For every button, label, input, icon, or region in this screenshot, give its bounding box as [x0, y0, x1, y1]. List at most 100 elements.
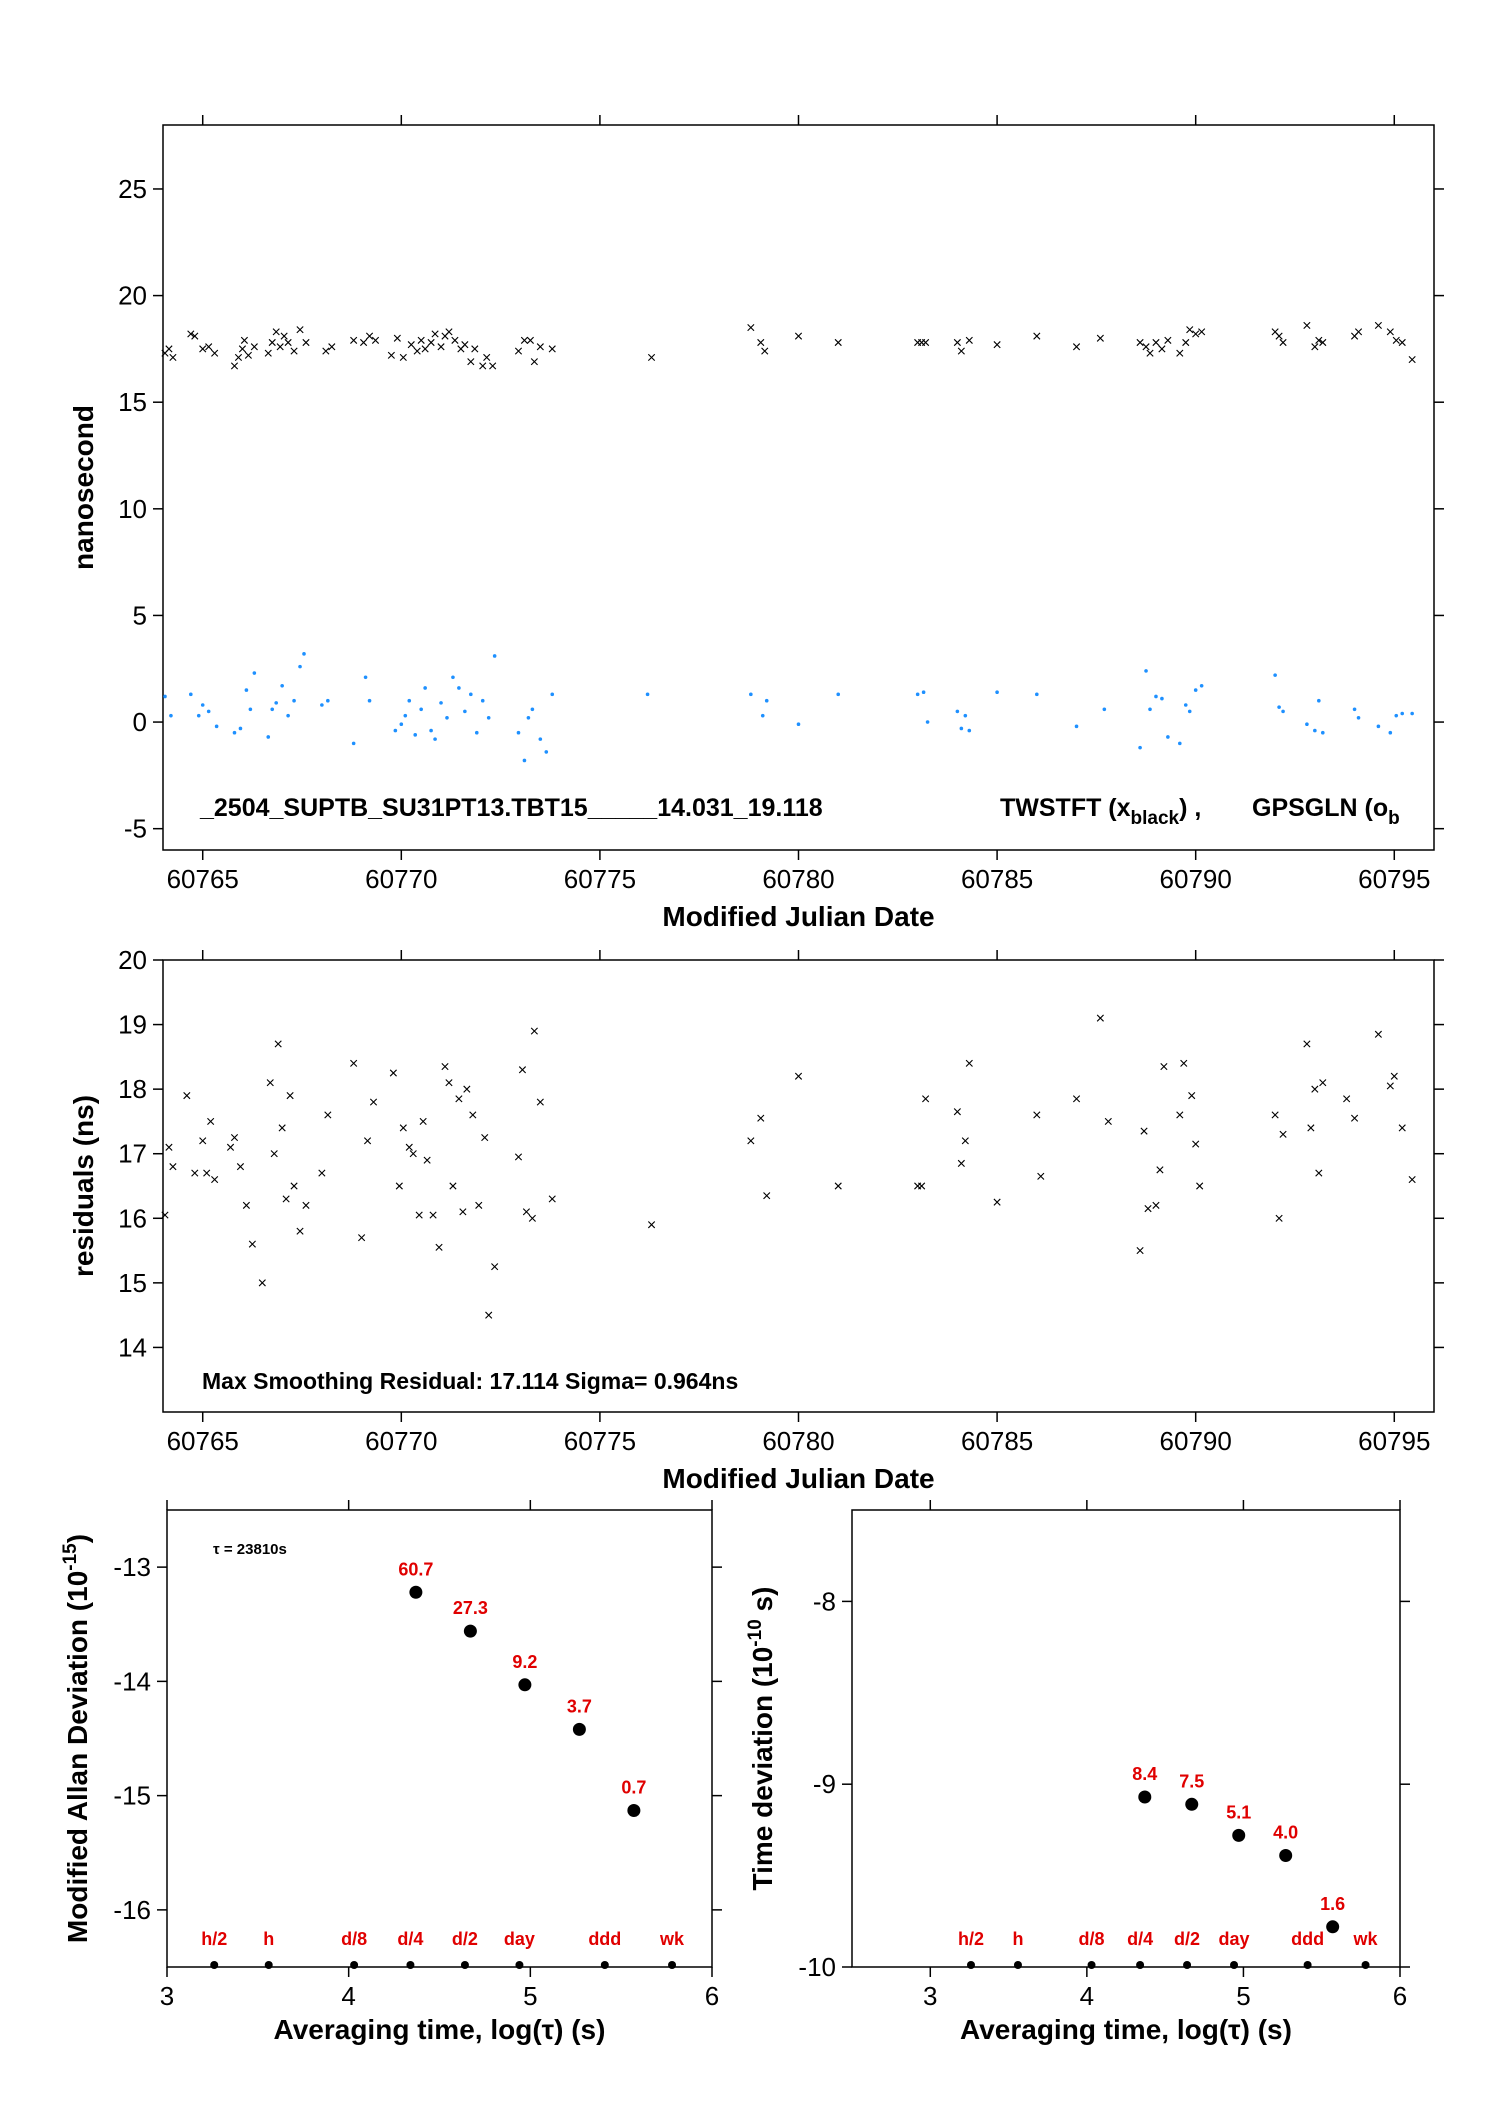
x-axis-label: Modified Julian Date: [662, 901, 934, 932]
data-point: [1315, 336, 1323, 344]
data-point: [1186, 326, 1194, 334]
data-point: [1183, 703, 1188, 707]
y-tick-label: -15: [113, 1781, 151, 1811]
data-point: [322, 347, 330, 355]
data-point: [407, 698, 412, 703]
y-tick-label: 0: [133, 707, 147, 737]
y-tick-label: -13: [113, 1552, 151, 1582]
data-point: [1400, 711, 1405, 716]
data-point: [226, 1143, 235, 1151]
y-axis-label: residuals (ns): [68, 1095, 99, 1277]
data-point: [747, 323, 755, 332]
data-point: [516, 730, 521, 735]
data-point: [1138, 1790, 1152, 1804]
data-point: [1198, 328, 1206, 336]
data-point: [538, 737, 543, 741]
data-point: [1187, 709, 1192, 714]
data-point: [469, 1111, 477, 1119]
data-point: [191, 1169, 199, 1177]
y-axis-label-exponent: -10: [745, 1619, 766, 1646]
data-point: [270, 707, 275, 712]
x-axis-label: Modified Julian Date: [662, 1463, 934, 1494]
x-tick-label: 3: [923, 1981, 937, 2011]
data-point: [474, 730, 479, 735]
data-point: [292, 698, 296, 703]
data-point: [1146, 349, 1154, 357]
x-tick-label: 60795: [1358, 864, 1430, 894]
interval-marker: [264, 1961, 273, 1969]
data-point: [967, 728, 972, 733]
data-point: [1390, 1072, 1398, 1080]
data-point: [351, 741, 356, 746]
data-point: [526, 336, 534, 344]
data-point: [290, 1182, 298, 1190]
x-tick-label: 60790: [1160, 1426, 1232, 1456]
data-point: [761, 347, 769, 355]
data-point: [248, 707, 253, 712]
data-point: [922, 338, 930, 347]
interval-label: d/2: [1174, 1929, 1200, 1949]
interval-marker: [1136, 1961, 1145, 1969]
data-point: [1275, 332, 1283, 340]
data-point: [1138, 745, 1142, 750]
data-point: [481, 1133, 489, 1142]
data-point: [433, 737, 437, 741]
data-point: [276, 343, 284, 351]
data-point: [371, 336, 380, 344]
data-point: [760, 713, 765, 718]
x-tick-label: 5: [1236, 1981, 1250, 2011]
data-point: [955, 709, 960, 714]
data-point: [530, 707, 535, 712]
x-tick-label: 60765: [167, 1426, 239, 1456]
data-point: [324, 1111, 332, 1119]
data-point: [492, 654, 497, 658]
data-point: [242, 1201, 250, 1209]
data-point: [1307, 1124, 1315, 1132]
data-point: [367, 698, 372, 703]
data-label: 9.2: [512, 1652, 537, 1672]
panel-annotation: Max Smoothing Residual: 17.114 Sigma= 0.…: [202, 1368, 738, 1394]
data-point: [278, 1124, 286, 1132]
panel-residuals: 60765 60770 60775 60780 60785 60790 60795 14 15 1…: [68, 945, 1444, 1494]
data-point: [350, 1059, 358, 1067]
data-point: [302, 652, 306, 656]
data-point: [1072, 343, 1081, 351]
data-point: [1350, 1114, 1359, 1122]
y-axis-label-tail: s): [747, 1587, 778, 1620]
data-point: [1315, 1169, 1323, 1177]
data-point: [514, 347, 523, 355]
data-point: [1319, 338, 1327, 347]
data-point: [1317, 698, 1321, 703]
y-tick-label: 10: [118, 494, 147, 524]
data-point: [238, 726, 243, 731]
interval-label: h/2: [958, 1929, 984, 1949]
data-point: [1279, 1848, 1293, 1862]
interval-marker: [406, 1961, 415, 1969]
legend: TWSTFT (xblack) ,: [1000, 794, 1201, 829]
y-axis-label-main: Time deviation (10: [747, 1647, 778, 1891]
interval-label: d/4: [397, 1929, 423, 1949]
data-point: [326, 698, 330, 703]
data-point: [389, 1069, 397, 1077]
data-point: [1408, 1175, 1416, 1184]
interval-marker: [600, 1961, 609, 1969]
data-point: [409, 1585, 423, 1599]
interval-marker: [350, 1961, 359, 1969]
data-point: [395, 1182, 403, 1190]
interval-label: wk: [659, 1929, 685, 1949]
data-point: [240, 336, 249, 344]
data-point: [1160, 696, 1164, 701]
data-point: [290, 347, 298, 355]
x-tick-label: 6: [705, 1981, 719, 2011]
data-label: 1.6: [1320, 1894, 1345, 1914]
x-tick-label: 5: [523, 1981, 537, 2011]
data-point: [419, 1117, 427, 1126]
data-point: [536, 343, 544, 351]
data-point: [486, 715, 491, 720]
data-label: 3.7: [567, 1696, 592, 1716]
data-point: [1192, 330, 1200, 338]
data-point: [485, 1311, 493, 1319]
data-point: [918, 1182, 926, 1190]
interval-label: d/8: [341, 1929, 367, 1949]
data-point: [1037, 1172, 1045, 1180]
